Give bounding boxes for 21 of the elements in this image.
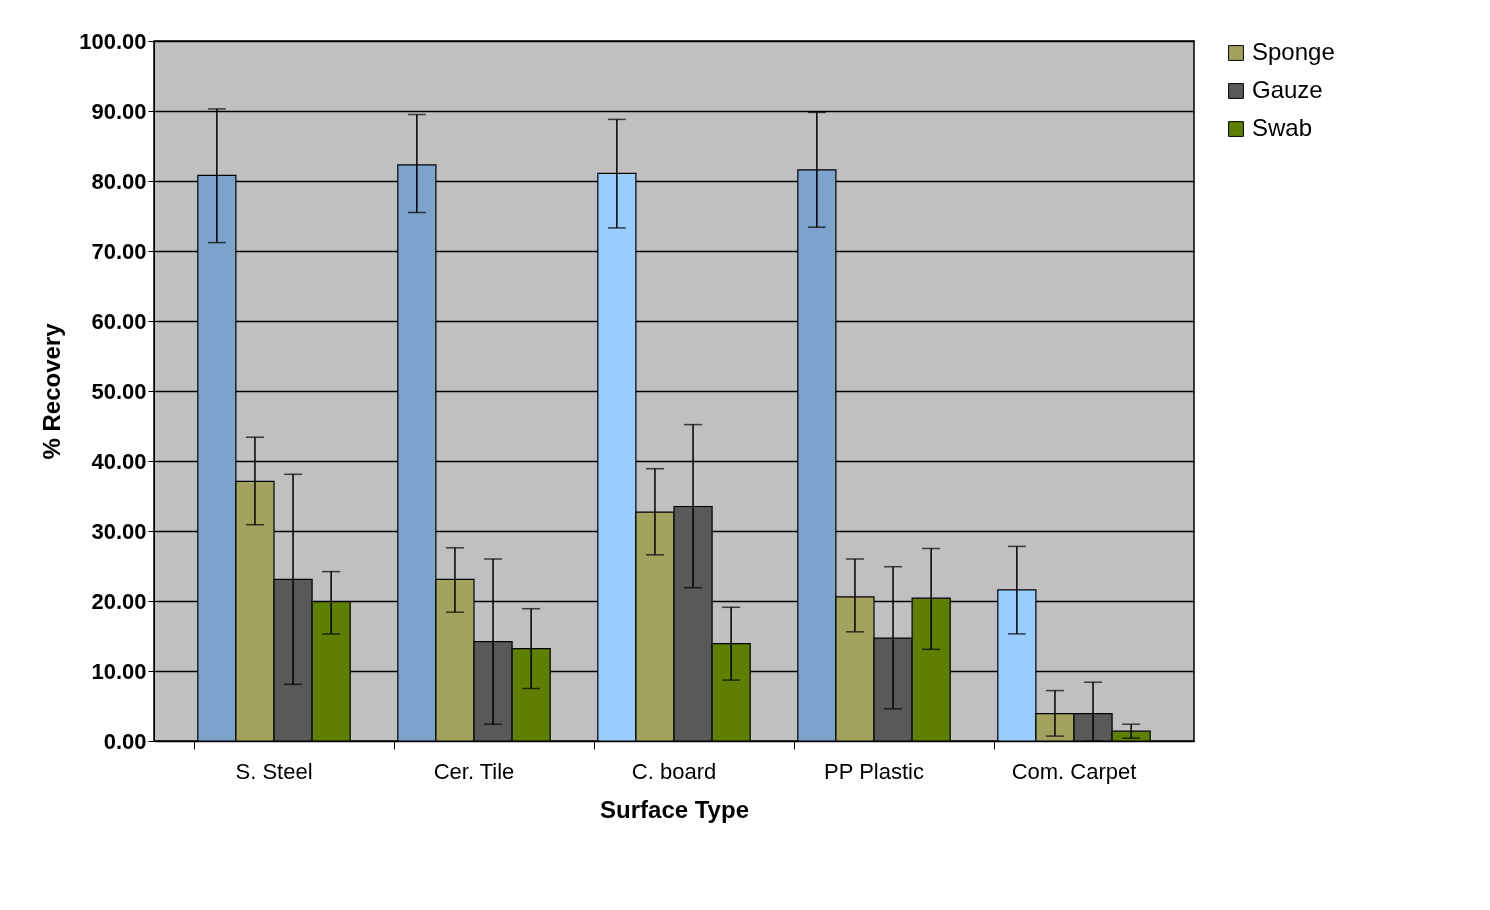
y-tick-label: 10.00 xyxy=(91,658,147,684)
y-tick-label: 100.00 xyxy=(79,28,147,54)
y-tick-label: 90.00 xyxy=(91,98,147,124)
x-tick-label: Cer. Tile xyxy=(433,758,515,784)
x-tick-label: PP Plastic xyxy=(824,758,924,784)
x-tick-label: Com. Carpet xyxy=(1011,758,1137,784)
y-tick-label: 50.00 xyxy=(91,378,147,404)
y-axis-title: % Recovery xyxy=(38,322,66,460)
x-axis-title: Surface Type xyxy=(600,795,749,823)
y-tick-label: 70.00 xyxy=(91,238,147,264)
y-tick-label: 60.00 xyxy=(91,308,147,334)
x-tick-label: C. board xyxy=(631,758,717,784)
y-tick-label: 30.00 xyxy=(91,518,147,544)
y-tick-label: 80.00 xyxy=(91,168,147,194)
legend-label: Swab xyxy=(1252,114,1313,141)
legend-label: Gauze xyxy=(1252,76,1323,103)
y-tick-label: 20.00 xyxy=(91,588,147,614)
legend-label: Sponge xyxy=(1252,38,1335,65)
y-tick-label: 40.00 xyxy=(91,448,147,474)
y-tick-label: 0.00 xyxy=(103,728,147,754)
x-tick-label: S. Steel xyxy=(235,758,313,784)
